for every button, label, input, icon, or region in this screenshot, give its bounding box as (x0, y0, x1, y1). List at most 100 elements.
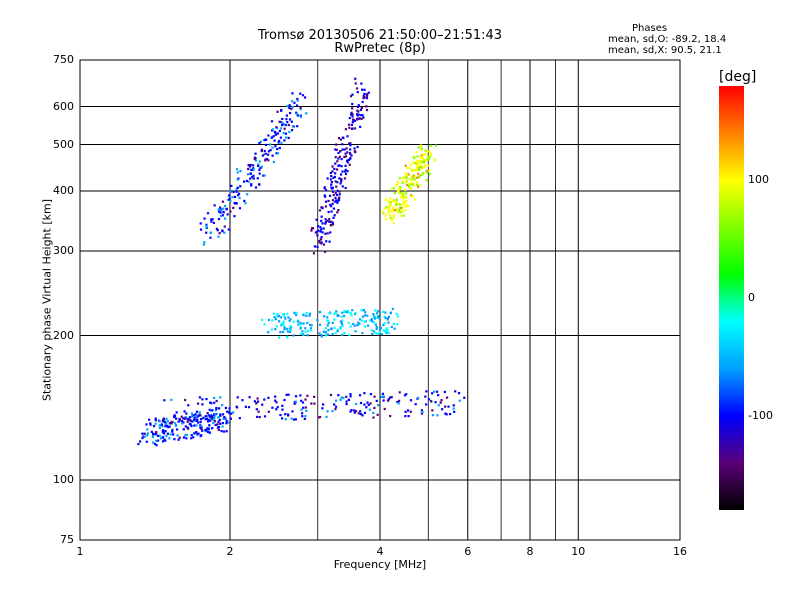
echo-point (433, 390, 436, 393)
echo-point (337, 151, 340, 155)
echo-point (390, 396, 393, 399)
echo-point (294, 418, 297, 421)
echo-point (223, 416, 226, 419)
echo-point (215, 399, 218, 403)
echo-point (318, 310, 321, 314)
echo-point (278, 120, 281, 123)
echo-point (384, 198, 387, 201)
echo-point (321, 407, 324, 410)
echo-point (257, 163, 260, 166)
echo-point (419, 159, 423, 163)
echo-point (252, 174, 255, 177)
echo-point (351, 121, 354, 124)
echo-point (209, 419, 212, 422)
echo-point (149, 423, 152, 426)
echo-point (277, 314, 281, 318)
echo-point (345, 400, 348, 403)
echo-point (407, 173, 410, 176)
echo-point (365, 95, 369, 98)
echo-point (355, 113, 359, 116)
echo-point (286, 330, 289, 333)
echo-point (341, 170, 344, 173)
echo-point (343, 177, 347, 180)
echo-point (331, 186, 334, 189)
echo-point (274, 395, 277, 398)
echo-point (405, 196, 408, 199)
echo-point (358, 394, 362, 397)
plot-frame (79, 59, 681, 541)
echo-point (223, 225, 226, 228)
echo-point (325, 415, 328, 419)
y-tick-label: 500 (53, 137, 74, 151)
echo-point (184, 417, 187, 420)
echo-point (286, 120, 289, 124)
echo-point (392, 222, 395, 225)
echo-point (296, 114, 299, 117)
echo-point (210, 417, 214, 420)
echo-point (344, 172, 348, 176)
echo-point (384, 218, 388, 221)
echo-point (302, 313, 305, 317)
echo-point (407, 409, 410, 412)
echo-point (278, 146, 281, 150)
echo-point (273, 315, 276, 319)
echo-point (424, 153, 427, 156)
echo-point (399, 196, 403, 199)
echo-point (376, 332, 379, 336)
echo-point (411, 177, 414, 180)
echo-point (294, 400, 297, 403)
echo-point (283, 328, 286, 331)
echo-point (331, 190, 335, 193)
echo-point (282, 313, 285, 316)
echo-point (402, 197, 405, 200)
echo-point (361, 100, 364, 104)
echo-point (145, 440, 148, 443)
echo-point (221, 404, 224, 407)
echo-point (304, 96, 307, 99)
echo-point (363, 411, 367, 415)
echo-point (347, 158, 350, 162)
echo-point (458, 399, 461, 402)
echo-point (198, 396, 201, 399)
echo-point (372, 411, 375, 415)
echo-point (413, 198, 416, 201)
echo-point (276, 132, 280, 135)
echo-point (307, 329, 310, 332)
echo-point (334, 172, 337, 175)
echo-point (238, 207, 242, 210)
echo-point (283, 398, 286, 402)
echo-point (185, 412, 188, 415)
echo-point (382, 210, 385, 214)
echo-point (391, 307, 394, 311)
echo-point (346, 151, 349, 154)
phase-stats-header: Phases (632, 23, 668, 34)
echo-point (419, 156, 422, 159)
echo-point (373, 317, 377, 320)
echo-point (161, 425, 164, 428)
echo-point (420, 409, 423, 412)
echo-points (137, 77, 466, 447)
echo-point (295, 311, 298, 314)
echo-point (319, 238, 323, 241)
echo-point (204, 429, 207, 432)
echo-point (256, 415, 259, 418)
echo-point (177, 438, 180, 441)
echo-point (331, 199, 335, 202)
echo-point (324, 232, 327, 235)
echo-point (333, 214, 336, 217)
echo-point (315, 230, 319, 233)
echo-point (218, 418, 221, 422)
echo-point (382, 329, 386, 332)
echo-point (329, 393, 333, 397)
echo-point (218, 210, 221, 213)
echo-point (182, 421, 185, 424)
echo-point (381, 392, 384, 395)
echo-point (376, 310, 379, 313)
echo-point (205, 428, 208, 431)
echo-point (410, 187, 413, 190)
echo-point (396, 180, 399, 184)
echo-point (285, 327, 289, 330)
echo-point (318, 415, 322, 419)
echo-point (334, 196, 337, 199)
echo-point (267, 153, 270, 156)
